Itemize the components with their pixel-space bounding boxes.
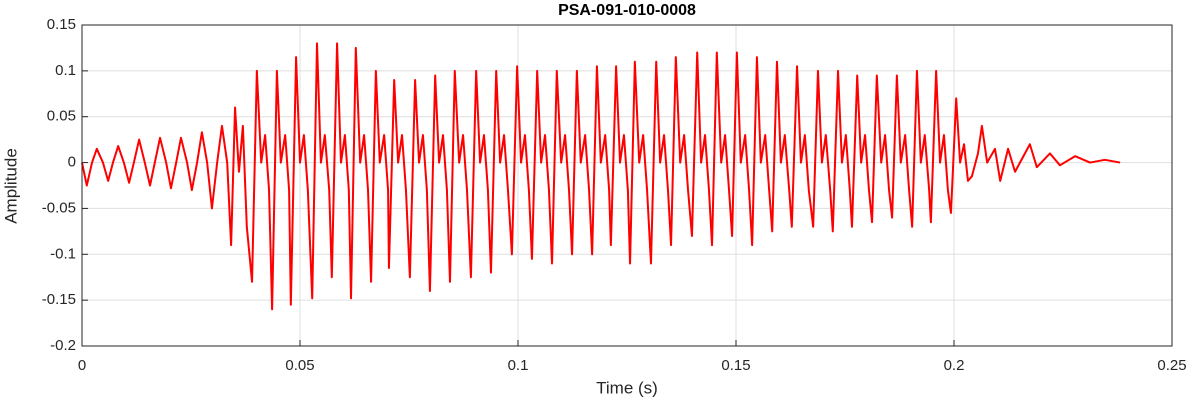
y-tick-label: 0 [68, 154, 76, 171]
plot-frame [81, 24, 1173, 347]
y-tick-label: 0.05 [47, 108, 76, 125]
x-tick-label: 0.05 [285, 357, 314, 374]
x-tick-label: 0.25 [1157, 357, 1186, 374]
signal-line [81, 42, 1121, 311]
x-tick-label: 0 [78, 357, 86, 374]
y-tick-label: -0.15 [42, 291, 76, 308]
x-tick-label: 0.2 [944, 357, 965, 374]
y-tick-label: 0.1 [55, 62, 76, 79]
x-tick-label: 0.15 [721, 357, 750, 374]
y-tick-label: -0.1 [50, 245, 76, 262]
y-tick-label: -0.2 [50, 337, 76, 354]
x-axis-label: Time (s) [596, 378, 658, 397]
chart-title: PSA-091-010-0008 [558, 2, 696, 19]
y-tick-label: -0.05 [42, 199, 76, 216]
y-tick-label: 0.15 [47, 16, 76, 33]
y-axis-label: Amplitude [1, 148, 20, 224]
x-tick-label: 0.1 [508, 357, 529, 374]
